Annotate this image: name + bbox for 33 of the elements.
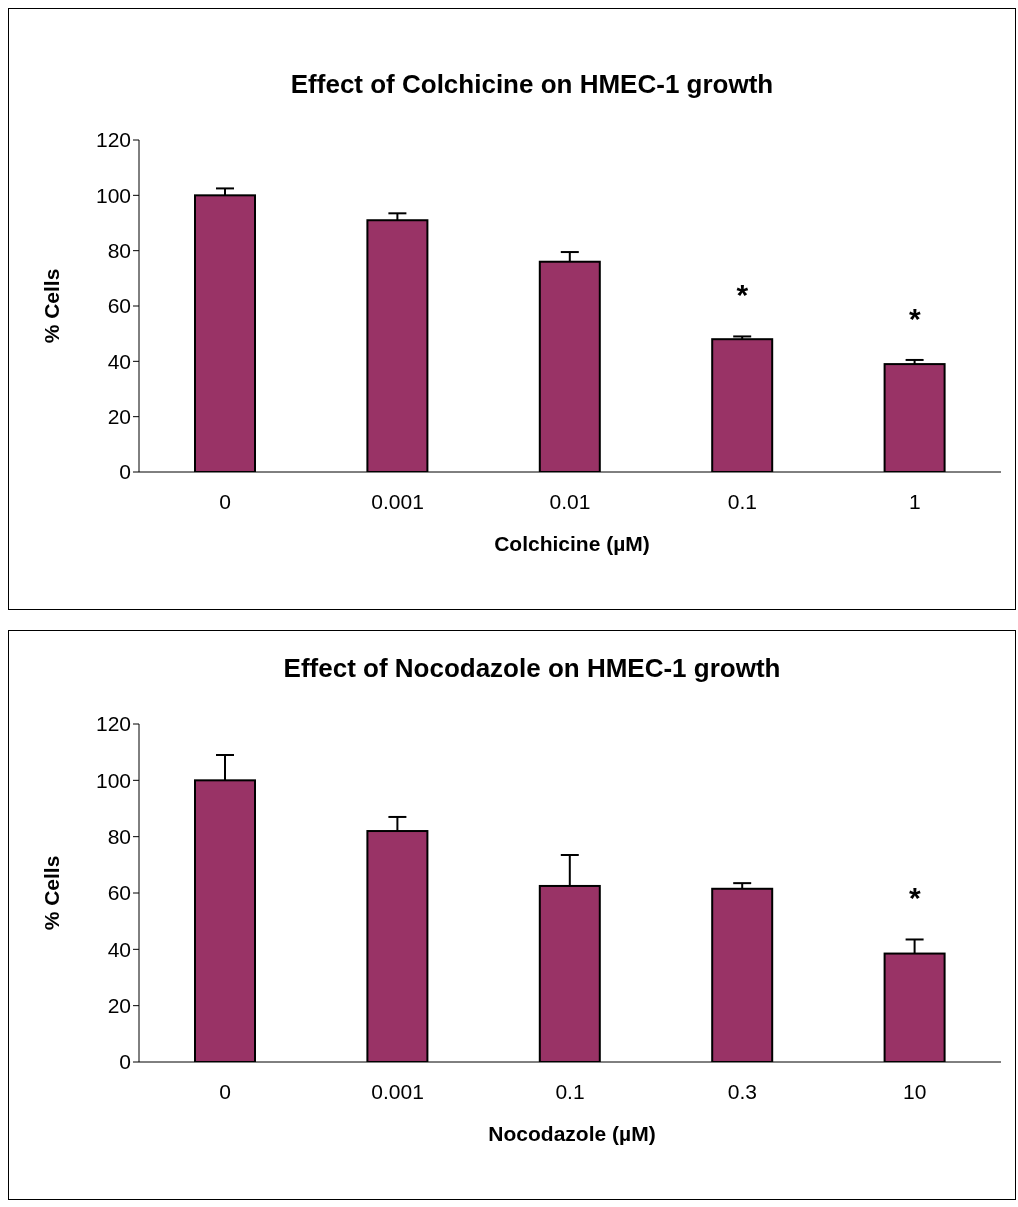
- y-tick-label: 60: [107, 881, 131, 905]
- y-tick-label: 40: [107, 937, 131, 961]
- y-tick-label: 120: [95, 712, 131, 736]
- x-tick-label: 1: [908, 489, 921, 513]
- y-axis-title: % Cells: [40, 855, 64, 931]
- y-tick-label: 20: [107, 994, 131, 1018]
- x-tick-label: 0: [219, 1079, 232, 1103]
- y-axis-title: % Cells: [40, 268, 64, 344]
- x-tick-label: 0.001: [371, 489, 424, 513]
- y-tick-label: 40: [107, 349, 131, 373]
- chart-title: Effect of Colchicine on HMEC-1 growth: [289, 68, 775, 100]
- y-tick-label: 60: [107, 294, 131, 318]
- y-tick-label: 80: [107, 239, 131, 263]
- x-axis-title: Nocodazole (µM): [487, 1122, 657, 1146]
- y-tick-label: 80: [107, 825, 131, 849]
- y-tick-label: 100: [95, 183, 131, 207]
- chart-title: Effect of Nocodazole on HMEC-1 growth: [282, 652, 782, 684]
- y-tick-label: 0: [119, 1050, 131, 1074]
- x-axis-title: Colchicine (µM): [493, 532, 651, 556]
- x-tick-label: 0.1: [555, 1079, 585, 1103]
- x-tick-label: 10: [903, 1079, 927, 1103]
- y-tick-label: 20: [107, 405, 131, 429]
- y-tick-label: 100: [95, 768, 131, 792]
- x-tick-label: 0.01: [549, 489, 591, 513]
- x-tick-label: 0.1: [727, 489, 757, 513]
- x-tick-label: 0.001: [371, 1079, 424, 1103]
- x-tick-label: 0.3: [727, 1079, 757, 1103]
- annotation: *: [908, 881, 921, 915]
- annotation: *: [908, 301, 921, 335]
- annotation: *: [736, 278, 749, 312]
- y-tick-label: 120: [95, 128, 131, 152]
- x-tick-label: 0: [219, 489, 232, 513]
- y-tick-label: 0: [119, 460, 131, 484]
